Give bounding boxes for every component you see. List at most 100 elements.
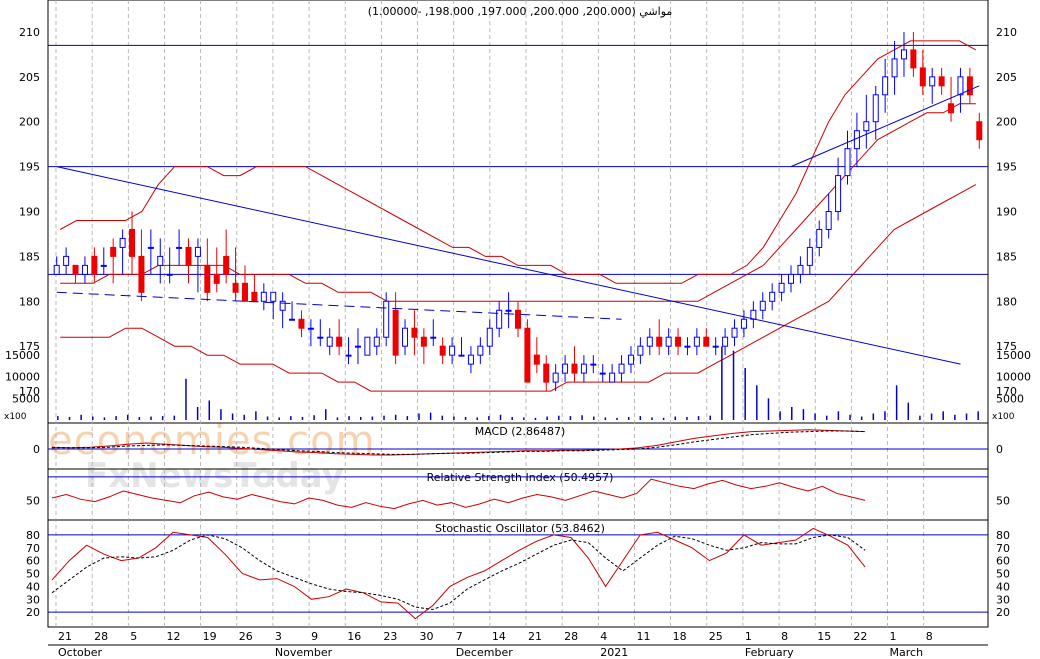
stochastic-tick-right: 40 [996,580,1010,593]
x-tick-label: 3 [275,630,282,643]
macd-tick-left: 0 [33,443,40,456]
x-tick-label: 8 [926,630,933,643]
x-tick-label: 23 [383,630,397,643]
y-tick-label-left: 205 [19,71,40,84]
y-tick-label-left: 190 [19,206,40,219]
volume-unit-right: x100 [992,412,1015,422]
candle-body [675,336,682,347]
x-tick-label: 1 [745,630,752,643]
candle-body [449,345,456,356]
x-tick-label: 7 [456,630,463,643]
candle-body [891,58,898,78]
candle-body [976,121,983,141]
volume-panel: 5000 5000 10000 10000 15000 15000 x100 x100 [4,346,1031,422]
month-label: October [58,646,102,659]
candle-body [929,76,936,87]
candle-body [882,76,889,96]
candle-body [627,354,634,365]
candle-body [147,246,154,249]
y-tick-label-right: 190 [996,206,1017,219]
candle-body [467,354,474,365]
rsi-series-0 [51,478,866,510]
candle-body [317,336,324,339]
candle-body [477,345,484,356]
rsi-tick-left: 50 [26,494,40,507]
x-tick-label: 25 [709,630,723,643]
candle-body [750,309,757,320]
candle-body [797,264,804,275]
y-tick-label-right: 180 [996,295,1017,308]
stochastic-tick-left: 60 [26,555,40,568]
stochastic-tick-left: 80 [26,529,40,542]
x-tick-label: 16 [347,630,361,643]
grid-layer [47,0,989,628]
candle-body [496,309,503,329]
candle-body [402,327,409,347]
candle-body [684,345,691,348]
x-tick-label: 21 [528,630,542,643]
volume-unit-left: x100 [4,412,27,422]
x-tick-label: 28 [564,630,578,643]
stochastic-series-1 [51,534,866,611]
x-tick-label: 26 [239,630,253,643]
candle-body [778,282,785,293]
y-tick-label-right: 185 [996,250,1017,263]
candle-body [712,345,719,348]
candle-body [157,255,164,266]
y-tick-label-left: 175 [19,340,40,353]
month-label: 2021 [600,646,628,659]
candle-body [618,363,625,374]
candle-body [81,264,88,275]
candle-body [176,246,183,249]
stochastic-tick-left: 70 [26,542,40,555]
candle-body [609,372,616,383]
stochastic-tick-left: 20 [26,606,40,619]
x-tick-label: 19 [203,630,217,643]
candle-body [637,345,644,356]
candle-body [731,327,738,338]
candle-body [853,130,860,150]
candle-body [552,372,559,383]
candle-body [129,228,136,257]
candle-body [204,264,211,293]
candle-body [100,264,107,267]
candle-body [816,228,823,248]
panel-frame-0 [47,0,989,424]
candle-body [223,255,230,275]
candle-body [251,291,258,302]
y-tick-label-left: 185 [19,250,40,263]
stochastic-tick-left: 40 [26,580,40,593]
trendline-down [56,166,961,365]
candle-body [354,345,361,348]
y-tick-label-right: 175 [996,340,1017,353]
stochastic-tick-left: 30 [26,593,40,606]
stochastic-tick-right: 30 [996,593,1010,606]
candle-body [279,300,286,311]
y-tick-label-right: 200 [996,116,1017,129]
candle-body [580,363,587,374]
stochastic-series-0 [51,527,866,620]
candle-body [910,49,917,69]
x-tick-label: 4 [600,630,607,643]
candle-body [788,273,795,284]
candle-body [825,211,832,230]
y-tick-label-left: 195 [19,161,40,174]
stochastic-tick-right: 20 [996,606,1010,619]
stochastic-tick-left: 50 [26,568,40,581]
candle-body [307,327,314,330]
candle-body [63,255,70,266]
x-tick-label: 28 [94,630,108,643]
candle-body [966,76,973,96]
candle-body [900,49,907,60]
panel-frame-3 [47,519,989,628]
candle-body [486,327,493,347]
candle-body [260,291,267,302]
candle-body [392,309,399,356]
x-tick-label: 8 [781,630,788,643]
rsi-panel: Relative Strength Index (50.4957) 50 50 [26,471,1010,510]
macd-panel: MACD (2.86487) 0 0 [33,425,1003,456]
y-tick-label-right: 170 [996,385,1017,398]
month-label: November [275,646,333,659]
